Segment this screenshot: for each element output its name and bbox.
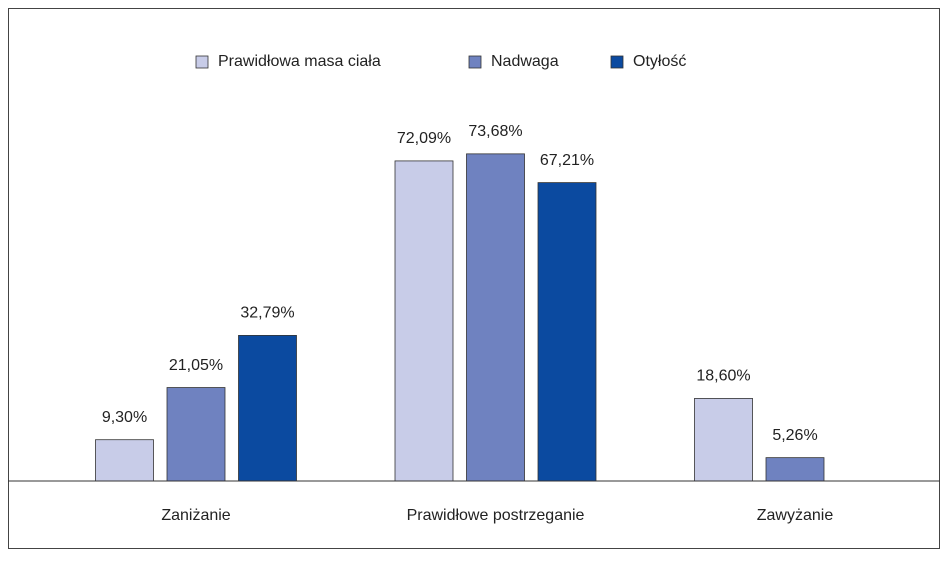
legend-swatch [195,55,209,69]
legend-label: Otyłość [633,53,686,70]
bar [166,387,226,482]
bar [694,398,753,482]
bar [537,182,597,482]
data-label: 72,09% [397,130,451,147]
bar [238,335,297,482]
bar [765,457,825,482]
legend-swatch [468,55,482,69]
legend-swatch [610,55,624,69]
x-tick-label: Zawyżanie [757,507,834,524]
x-tick-label: Prawidłowe postrzeganie [407,507,585,524]
bar [466,153,525,482]
data-label: 21,05% [169,357,223,374]
x-tick-label: Zaniżanie [161,507,230,524]
legend-label: Nadwaga [491,53,559,70]
chart-frame [8,8,940,549]
data-label: 67,21% [540,152,594,169]
data-label: 9,30% [102,409,147,426]
data-label: 5,26% [772,427,817,444]
legend-label: Prawidłowa masa ciała [218,53,381,70]
data-label: 32,79% [240,305,294,322]
data-label: 18,60% [696,368,750,385]
bar [95,439,154,482]
bar [394,160,454,482]
data-label: 73,68% [468,123,522,140]
